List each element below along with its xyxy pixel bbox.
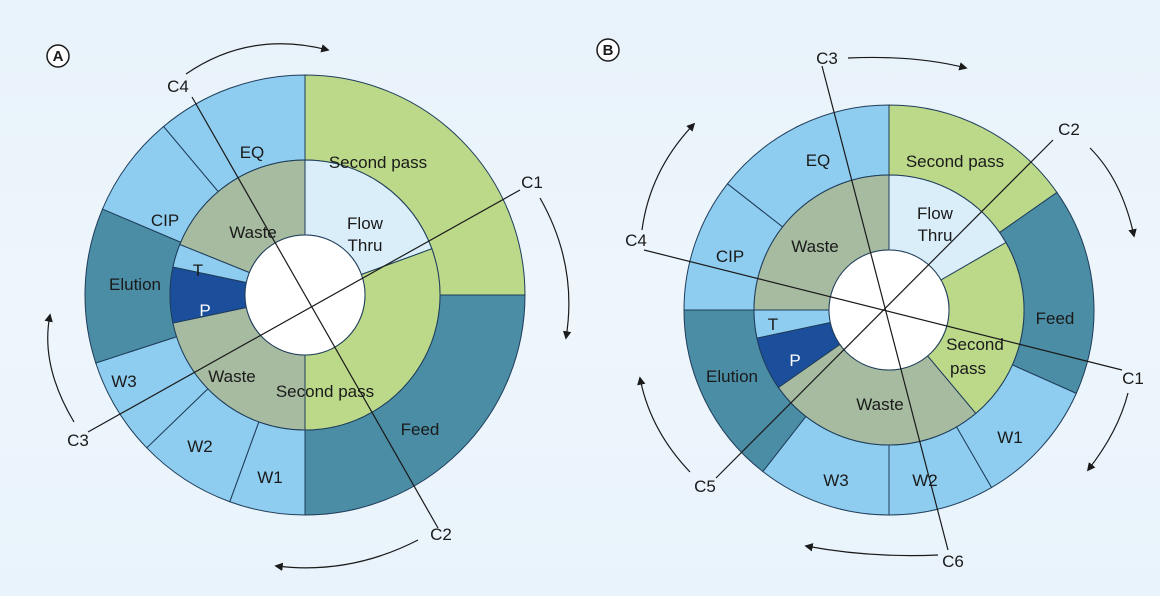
panel-a-label-thru: Thru [348,236,383,255]
panel-a: Second pass Feed W1 W2 W3 Elution CIP EQ… [44,43,572,571]
panel-b-label-flow: Flow [917,204,954,223]
panel-a-label-t: T [193,261,203,280]
panel-b: Second pass Feed W1 W2 W3 Elution CIP EQ… [596,38,1144,571]
panel-b-cut-c2: C2 [1058,120,1080,139]
panel-b-label-w3: W3 [823,471,849,490]
panel-b-cut-c1: C1 [1122,369,1144,388]
panel-b-outer-ring [683,104,1095,516]
panel-a-label-eq: EQ [240,143,265,162]
panel-b-cut-line-c4-c1 [643,249,1123,371]
panel-b-label-t: T [768,315,778,334]
panel-a-cut-line-c3-c1 [87,189,521,433]
panel-a-inner-ring [169,159,441,431]
panel-a-cut-c2: C2 [430,525,452,544]
panel-b-badge-letter: B [603,42,614,59]
panel-a-rotation-arrow-right [539,197,572,340]
panel-b-label-second-pass: Second pass [906,152,1004,171]
panel-b-label-inner-pass: pass [950,359,986,378]
panel-a-outer-ring [84,74,526,516]
panel-a-rotation-arrow-left [44,313,75,423]
panel-b-label-w1: W1 [997,428,1023,447]
panel-a-label-waste-upper: Waste [229,223,277,242]
panel-a-label-waste-lower: Waste [208,367,256,386]
panel-a-cut-c4: C4 [167,77,189,96]
panel-a-label-cip: CIP [151,211,179,230]
panel-a-cut-line-c4-c2 [191,96,439,529]
panel-a-label-w3: W3 [111,372,137,391]
panel-a-rotation-arrow-bottom [274,539,419,571]
panel-b-label-thru: Thru [918,226,953,245]
panel-b-label-elution: Elution [706,367,758,386]
panel-b-label-eq: EQ [806,151,831,170]
panel-a-cut-c3: C3 [67,431,89,450]
panel-a-label-p: P [199,301,210,320]
panel-a-label-flow: Flow [347,214,384,233]
panel-b-rotation-arrow-bottom [804,543,939,557]
panel-b-label-cip: CIP [716,247,744,266]
panel-b-rotation-arrow-left-lower [637,376,691,473]
panel-b-label-waste-upper: Waste [791,237,839,256]
panel-b-label-inner-second: Second [946,335,1004,354]
panel-a-badge-letter: A [53,48,64,65]
panel-b-rotation-arrow-top [847,56,968,71]
panel-a-label-w2: W2 [187,437,213,456]
panel-b-cut-c4: C4 [625,231,647,250]
panel-a-label-feed: Feed [401,420,440,439]
panel-a-rotation-arrow-top [185,43,330,75]
panel-b-cut-c6: C6 [942,552,964,571]
panel-a-label-elution: Elution [109,275,161,294]
panel-b-label-feed: Feed [1036,309,1075,328]
panel-b-cut-line-c2-c5 [715,139,1054,479]
panel-b-label-p: P [789,351,800,370]
panel-a-label-w1: W1 [257,468,283,487]
panel-a-label-second-pass: Second pass [329,153,427,172]
panel-b-label-w2: W2 [912,471,938,490]
panel-b-rotation-arrow-right-lower [1086,392,1129,472]
panel-a-label-inner-second-pass: Second pass [276,382,374,401]
panel-a-cut-c1: C1 [521,173,543,192]
panel-b-badge [596,38,620,62]
panel-b-label-waste-lower: Waste [856,395,904,414]
panel-b-rotation-arrow-right-upper [1089,147,1137,238]
panel-b-cut-c5: C5 [694,477,716,496]
panel-b-rotation-arrow-left-upper [641,122,696,231]
panel-b-hub [828,249,950,371]
panel-b-inner-ring [753,174,1025,446]
panel-a-badge [46,44,70,68]
panel-b-cut-c3: C3 [816,49,838,68]
